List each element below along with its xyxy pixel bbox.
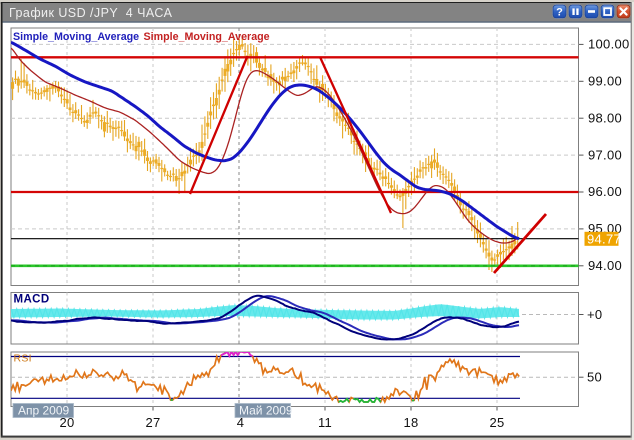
svg-text:4: 4 — [237, 415, 245, 430]
svg-text:25: 25 — [489, 415, 504, 430]
svg-text:18: 18 — [403, 415, 418, 430]
svg-text:График USD /JPY 4 ЧАСА: График USD /JPY 4 ЧАСА — [9, 6, 173, 20]
svg-text:94.77: 94.77 — [587, 232, 621, 247]
svg-text:96.00: 96.00 — [588, 184, 622, 199]
svg-text:100.00: 100.00 — [588, 37, 630, 52]
svg-text:RSI: RSI — [14, 353, 32, 365]
svg-text:Май 2009: Май 2009 — [239, 404, 293, 418]
svg-text:20: 20 — [59, 415, 74, 430]
svg-text:27: 27 — [145, 415, 160, 430]
svg-text:Simple_Moving_Average: Simple_Moving_Average — [144, 31, 270, 43]
svg-text:11: 11 — [318, 415, 332, 430]
svg-text:97.00: 97.00 — [588, 147, 622, 162]
svg-text:Апр 2009: Апр 2009 — [18, 404, 70, 418]
svg-text:?: ? — [556, 7, 563, 19]
svg-text:50: 50 — [587, 370, 602, 385]
svg-text:94.00: 94.00 — [588, 258, 622, 273]
svg-text:98.00: 98.00 — [588, 110, 622, 125]
svg-text:99.00: 99.00 — [588, 74, 622, 89]
svg-text:Simple_Moving_Average: Simple_Moving_Average — [13, 31, 139, 43]
svg-text:+0: +0 — [587, 307, 602, 322]
svg-text:MACD: MACD — [14, 294, 50, 306]
